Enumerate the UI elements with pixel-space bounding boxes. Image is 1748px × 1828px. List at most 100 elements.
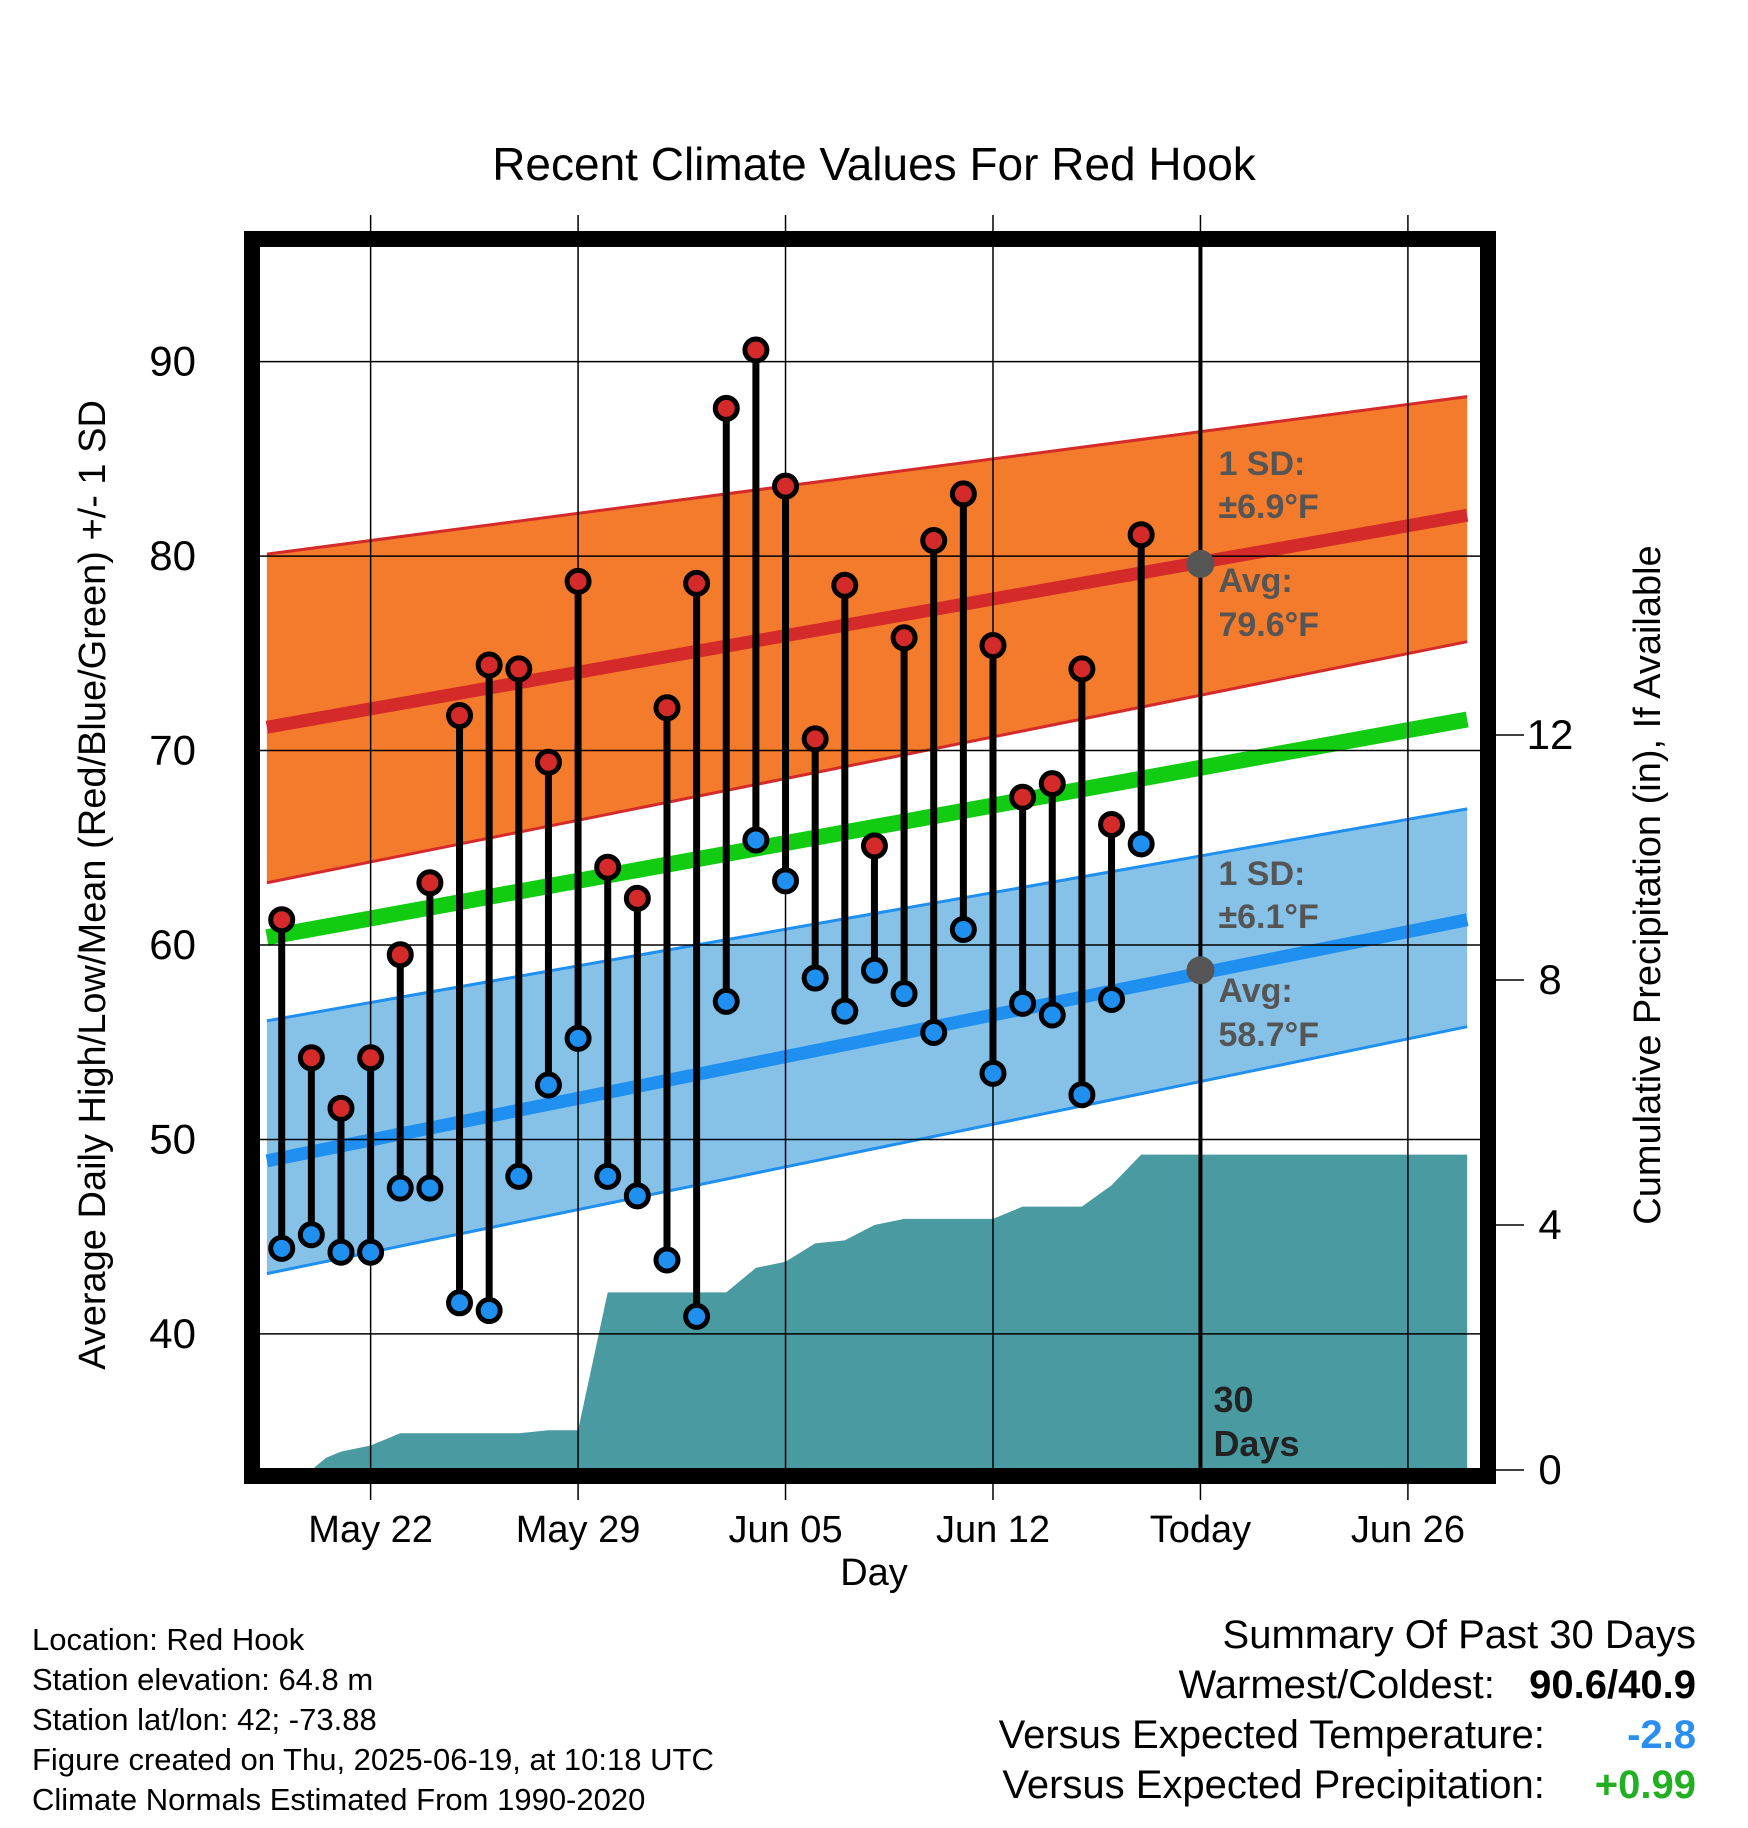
low-point [505, 1162, 533, 1190]
high-sd-label: 1 SD: [1218, 445, 1305, 483]
high-point [920, 527, 948, 555]
low-point [683, 1302, 711, 1330]
high-sd-lower-line [266, 640, 1468, 885]
low-point [890, 980, 918, 1008]
high-point [1009, 783, 1037, 811]
x-tick-label: Jun 12 [936, 1509, 1050, 1551]
high-point [297, 1044, 325, 1072]
elevation-text: Station elevation: 64.8 m [32, 1662, 374, 1697]
y-tick-label: 90 [149, 338, 196, 385]
y-tick-label: 70 [149, 727, 196, 774]
high-point [949, 480, 977, 508]
low-point [1068, 1081, 1096, 1109]
high-point [801, 725, 829, 753]
low-point [1098, 985, 1126, 1013]
high-sd-upper-line [266, 395, 1468, 556]
high-point [1038, 770, 1066, 798]
low-sd-lower-line [266, 1025, 1468, 1276]
high-point [594, 853, 622, 881]
low-point [712, 987, 740, 1015]
low-point [416, 1174, 444, 1202]
x-tick-label: May 22 [308, 1509, 433, 1551]
high-sd-value: ±6.9°F [1218, 488, 1318, 526]
low-sd-upper-line [266, 807, 1468, 1023]
x-tick-label: Today [1150, 1509, 1251, 1551]
high-point [653, 694, 681, 722]
low-point [446, 1289, 474, 1317]
low-point [860, 956, 888, 984]
low-point [564, 1024, 592, 1052]
high-point [1127, 521, 1155, 549]
warmest-coldest-value: 90.6/40.9 [1529, 1663, 1696, 1707]
x-axis-label: Day [840, 1552, 908, 1594]
high-point [446, 702, 474, 730]
low-point [357, 1238, 385, 1266]
high-point [268, 906, 296, 934]
low-normal-line [265, 913, 1469, 1168]
low-point [1127, 830, 1155, 858]
low-avg-label: Avg: [1218, 972, 1292, 1010]
summary-panel: Summary Of Past 30 Days Warmest/Coldest:… [999, 1610, 1696, 1810]
y-tick-label: 80 [149, 532, 196, 579]
low-avg-value: 58.7°F [1218, 1016, 1319, 1054]
low-point [297, 1221, 325, 1249]
low-point [920, 1019, 948, 1046]
y-tick-label: 50 [149, 1115, 196, 1162]
summary-precip: Versus Expected Precipitation: +0.99 [999, 1760, 1696, 1810]
high-point [860, 832, 888, 860]
y-axis-label: Average Daily High/Low/Mean (Red/Blue/Gr… [72, 400, 114, 1370]
low-point [327, 1238, 355, 1266]
plot-frame [244, 231, 1496, 1484]
today-days-label: Days [1213, 1423, 1299, 1464]
y2-tick-label: 4 [1538, 1201, 1561, 1248]
low-point [979, 1059, 1007, 1087]
plot-area: 1 SD: ±6.9°F Avg: 79.6°F 1 SD: ±6.1°F Avg: 58.7… [149, 215, 1573, 1551]
chart-title: Recent Climate Values For Red Hook [492, 138, 1257, 190]
low-avg-today-marker [1186, 956, 1215, 985]
low-point [386, 1174, 414, 1202]
y2-axis-label: Cumulative Precipitation (in), If Availa… [1627, 545, 1669, 1224]
low-point [949, 915, 977, 943]
y-tick-label: 40 [149, 1310, 196, 1357]
high-point [327, 1094, 355, 1122]
temp-label: Versus Expected Temperature: [998, 1713, 1545, 1757]
low-point [268, 1234, 296, 1262]
precip-label: Versus Expected Precipitation: [1002, 1763, 1545, 1807]
low-point [831, 997, 859, 1025]
high-point [1068, 655, 1096, 683]
normals-text: Climate Normals Estimated From 1990-2020 [32, 1782, 646, 1817]
high-point [683, 569, 711, 597]
low-point [801, 964, 829, 992]
low-point [772, 867, 800, 895]
created-text: Figure created on Thu, 2025-06-19, at 10… [32, 1742, 714, 1777]
low-point [623, 1182, 651, 1210]
low-sd-label: 1 SD: [1218, 855, 1305, 893]
summary-temp: Versus Expected Temperature: -2.8 [999, 1710, 1696, 1760]
high-point [890, 624, 918, 652]
high-normal-line [265, 508, 1469, 734]
high-avg-value: 79.6°F [1218, 606, 1319, 644]
climate-chart: Recent Climate Values For Red Hook 1 SD:… [72, 138, 1669, 1594]
high-point [505, 655, 533, 683]
high-point [831, 571, 859, 599]
x-tick-label: Jun 05 [728, 1509, 842, 1551]
low-point [594, 1162, 622, 1190]
warmest-coldest-label: Warmest/Coldest: [1178, 1663, 1495, 1707]
location-text: Location: Red Hook [32, 1622, 305, 1657]
mean-normal-line [265, 711, 1469, 946]
low-point [534, 1071, 562, 1099]
high-point [712, 394, 740, 422]
precip-value: +0.99 [1594, 1763, 1696, 1807]
y2-tick-label: 8 [1538, 956, 1561, 1003]
high-point [357, 1044, 385, 1072]
high-point [386, 941, 414, 969]
high-point [416, 869, 444, 897]
high-point [475, 651, 503, 679]
high-point [623, 884, 651, 912]
y-tick-label: 60 [149, 921, 196, 968]
high-point [534, 748, 562, 776]
high-point [1098, 810, 1126, 838]
summary-warmest-coldest: Warmest/Coldest: 90.6/40.9 [999, 1660, 1697, 1710]
high-avg-label: Avg: [1218, 562, 1292, 600]
low-point [742, 826, 770, 854]
